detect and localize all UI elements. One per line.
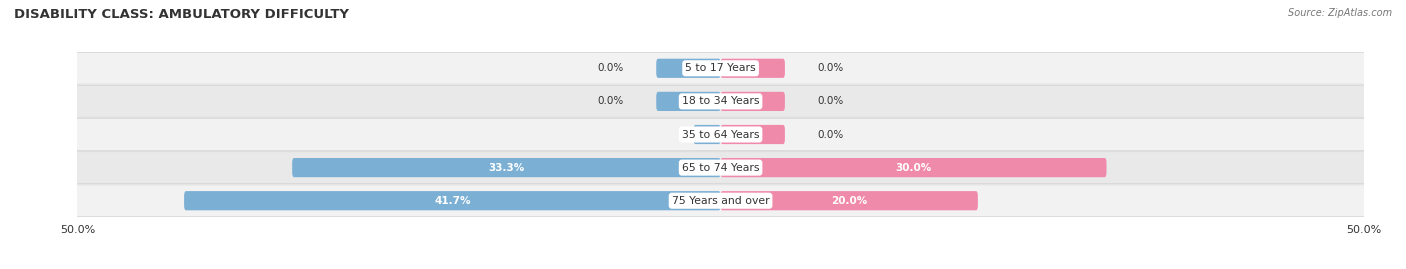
FancyBboxPatch shape	[70, 152, 1371, 183]
FancyBboxPatch shape	[292, 158, 721, 177]
FancyBboxPatch shape	[721, 125, 785, 144]
Text: 0.0%: 0.0%	[598, 96, 624, 107]
FancyBboxPatch shape	[70, 86, 1371, 117]
FancyBboxPatch shape	[721, 158, 1107, 177]
Text: 33.3%: 33.3%	[488, 162, 524, 173]
Text: 41.7%: 41.7%	[434, 196, 471, 206]
Text: 75 Years and over: 75 Years and over	[672, 196, 769, 206]
FancyBboxPatch shape	[657, 59, 721, 78]
FancyBboxPatch shape	[721, 191, 979, 210]
FancyBboxPatch shape	[693, 125, 721, 144]
Text: 35 to 64 Years: 35 to 64 Years	[682, 129, 759, 140]
Text: 30.0%: 30.0%	[896, 162, 932, 173]
Text: 65 to 74 Years: 65 to 74 Years	[682, 162, 759, 173]
Text: 5 to 17 Years: 5 to 17 Years	[685, 63, 756, 73]
Text: 0.0%: 0.0%	[598, 63, 624, 73]
Text: Source: ZipAtlas.com: Source: ZipAtlas.com	[1288, 8, 1392, 18]
FancyBboxPatch shape	[721, 92, 785, 111]
Text: 0.0%: 0.0%	[817, 129, 844, 140]
Text: 2.1%: 2.1%	[693, 129, 721, 140]
Legend: Male, Female: Male, Female	[659, 268, 782, 269]
FancyBboxPatch shape	[657, 92, 721, 111]
Text: DISABILITY CLASS: AMBULATORY DIFFICULTY: DISABILITY CLASS: AMBULATORY DIFFICULTY	[14, 8, 349, 21]
Text: 0.0%: 0.0%	[817, 63, 844, 73]
FancyBboxPatch shape	[721, 59, 785, 78]
FancyBboxPatch shape	[70, 185, 1371, 217]
Text: 18 to 34 Years: 18 to 34 Years	[682, 96, 759, 107]
Text: 0.0%: 0.0%	[817, 96, 844, 107]
FancyBboxPatch shape	[184, 191, 721, 210]
Text: 20.0%: 20.0%	[831, 196, 868, 206]
FancyBboxPatch shape	[70, 119, 1371, 150]
FancyBboxPatch shape	[70, 52, 1371, 84]
